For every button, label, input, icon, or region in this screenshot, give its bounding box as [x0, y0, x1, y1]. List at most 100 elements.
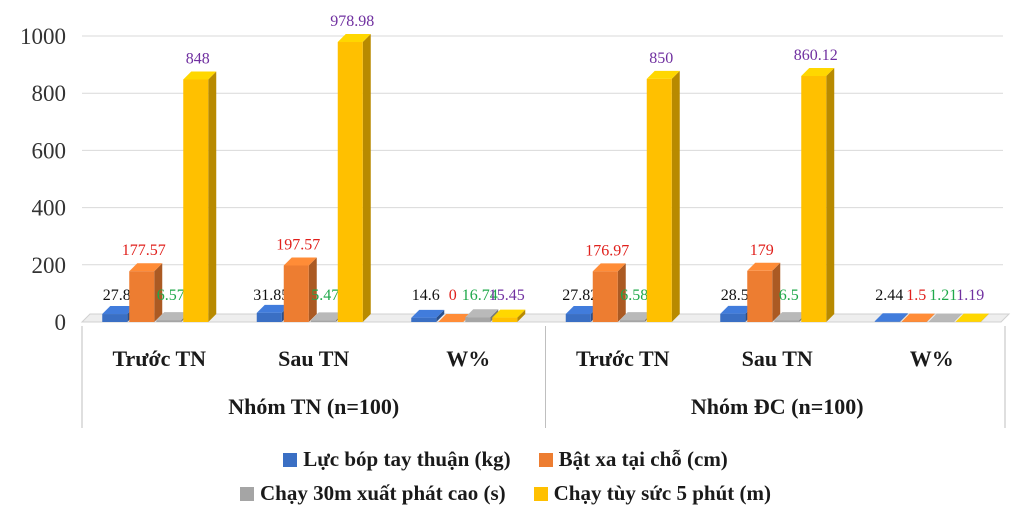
data-label: 0 [449, 287, 457, 304]
bar-top [102, 306, 136, 315]
legend-label-grip: Lực bóp tay thuận (kg) [303, 447, 511, 471]
bar-side [617, 263, 626, 322]
legend-item-run: Chạy tùy sức 5 phút (m) [533, 481, 771, 506]
x-tick-label: Trước TN [576, 346, 670, 371]
data-label: 197.57 [276, 236, 320, 253]
bar-side [208, 71, 217, 322]
bar [492, 317, 518, 322]
bar [565, 314, 591, 322]
legend-item-jump: Bật xa tại chỗ (cm) [538, 447, 728, 472]
data-label: 27.8 [103, 287, 131, 304]
data-label: 978.98 [330, 13, 374, 30]
bar-top [565, 306, 599, 315]
bar-top [129, 263, 163, 272]
data-label: 848 [186, 50, 210, 67]
bar [619, 320, 645, 322]
legend-row-1: Lực bóp tay thuận (kg) Bật xa tại chỗ (c… [0, 447, 1011, 472]
legend-label-jump: Bật xa tại chỗ (cm) [558, 447, 728, 471]
bar [310, 320, 336, 322]
bar-side [926, 313, 935, 322]
data-label: 27.82 [562, 287, 598, 304]
bar-top [720, 305, 754, 314]
bar [337, 42, 363, 322]
bar [801, 76, 827, 322]
bar [156, 320, 182, 322]
y-tick-label: 200 [32, 253, 67, 278]
bar [256, 312, 282, 322]
bar-top [465, 309, 499, 318]
bar-top [801, 68, 835, 77]
legend-item-sprint: Chạy 30m xuất phát cao (s) [240, 481, 506, 506]
legend-swatch-sprint [240, 486, 255, 501]
bar [592, 271, 618, 322]
bar-side [436, 309, 445, 322]
data-label: 16.74 [462, 287, 498, 304]
data-label: 5.47 [311, 287, 339, 304]
group-label: Nhóm TN (n=100) [228, 394, 399, 419]
legend-label-run: Chạy tùy sức 5 phút (m) [553, 481, 771, 505]
data-label: 6.58 [620, 287, 648, 304]
data-label: 179 [750, 242, 774, 259]
data-label: 31.85 [253, 287, 289, 304]
bar-side [517, 309, 526, 322]
bar-side [980, 313, 989, 322]
bar-top [646, 70, 680, 79]
data-label: 850 [649, 50, 673, 67]
bar [102, 314, 128, 322]
bar [720, 313, 746, 322]
bar [183, 79, 209, 322]
legend-swatch-grip [283, 452, 298, 467]
bar-side [154, 263, 163, 322]
legend-row-2: Chạy 30m xuất phát cao (s) Chạy tùy sức … [0, 481, 1011, 506]
data-label: 176.97 [585, 242, 629, 259]
data-label: 860.12 [794, 47, 838, 64]
y-tick-label: 600 [32, 138, 67, 163]
data-label: 1.5 [906, 287, 926, 304]
bar [411, 317, 437, 322]
bar-top [619, 312, 653, 321]
bar-side [671, 70, 680, 323]
y-tick-label: 800 [32, 81, 67, 106]
bar-top [256, 304, 290, 313]
bar-top [183, 71, 217, 80]
chart-floor [80, 313, 1011, 323]
data-label: 15.45 [489, 287, 525, 304]
bar-top [955, 313, 989, 322]
x-tick-label: W% [910, 346, 954, 371]
bar [774, 320, 800, 322]
bar-top [492, 309, 526, 318]
group-label: Nhóm ĐC (n=100) [691, 394, 864, 419]
data-label: 1.19 [956, 287, 984, 304]
y-tick-label: 1000 [20, 24, 66, 49]
data-label: 6.57 [157, 287, 185, 304]
bar-top [411, 309, 445, 318]
bar-side [362, 34, 371, 322]
bar [747, 270, 773, 322]
bar-side [826, 68, 835, 322]
x-tick-label: Sau TN [742, 346, 813, 371]
data-label: 28.5 [721, 287, 749, 304]
data-label: 1.21 [929, 287, 957, 304]
bar-side [308, 257, 317, 322]
bar-top [310, 312, 344, 321]
bar [646, 78, 672, 323]
y-tick-label: 400 [32, 196, 67, 221]
legend-item-grip: Lực bóp tay thuận (kg) [283, 447, 511, 472]
bar-top [774, 312, 808, 321]
x-tick-label: Trước TN [112, 346, 206, 371]
bar-top [901, 313, 935, 322]
y-tick-label: 0 [55, 310, 67, 335]
bar [129, 271, 155, 322]
data-label: 2.44 [875, 287, 903, 304]
bar-top [928, 313, 962, 322]
data-label: 177.57 [122, 242, 166, 259]
bar [874, 321, 900, 322]
data-label: 14.6 [412, 287, 440, 304]
legend-label-sprint: Chạy 30m xuất phát cao (s) [260, 481, 506, 505]
x-tick-label: Sau TN [278, 346, 349, 371]
legend-swatch-run [533, 486, 548, 501]
x-tick-label: W% [446, 346, 490, 371]
bar-top [283, 257, 317, 266]
data-label: 6.5 [779, 287, 799, 304]
